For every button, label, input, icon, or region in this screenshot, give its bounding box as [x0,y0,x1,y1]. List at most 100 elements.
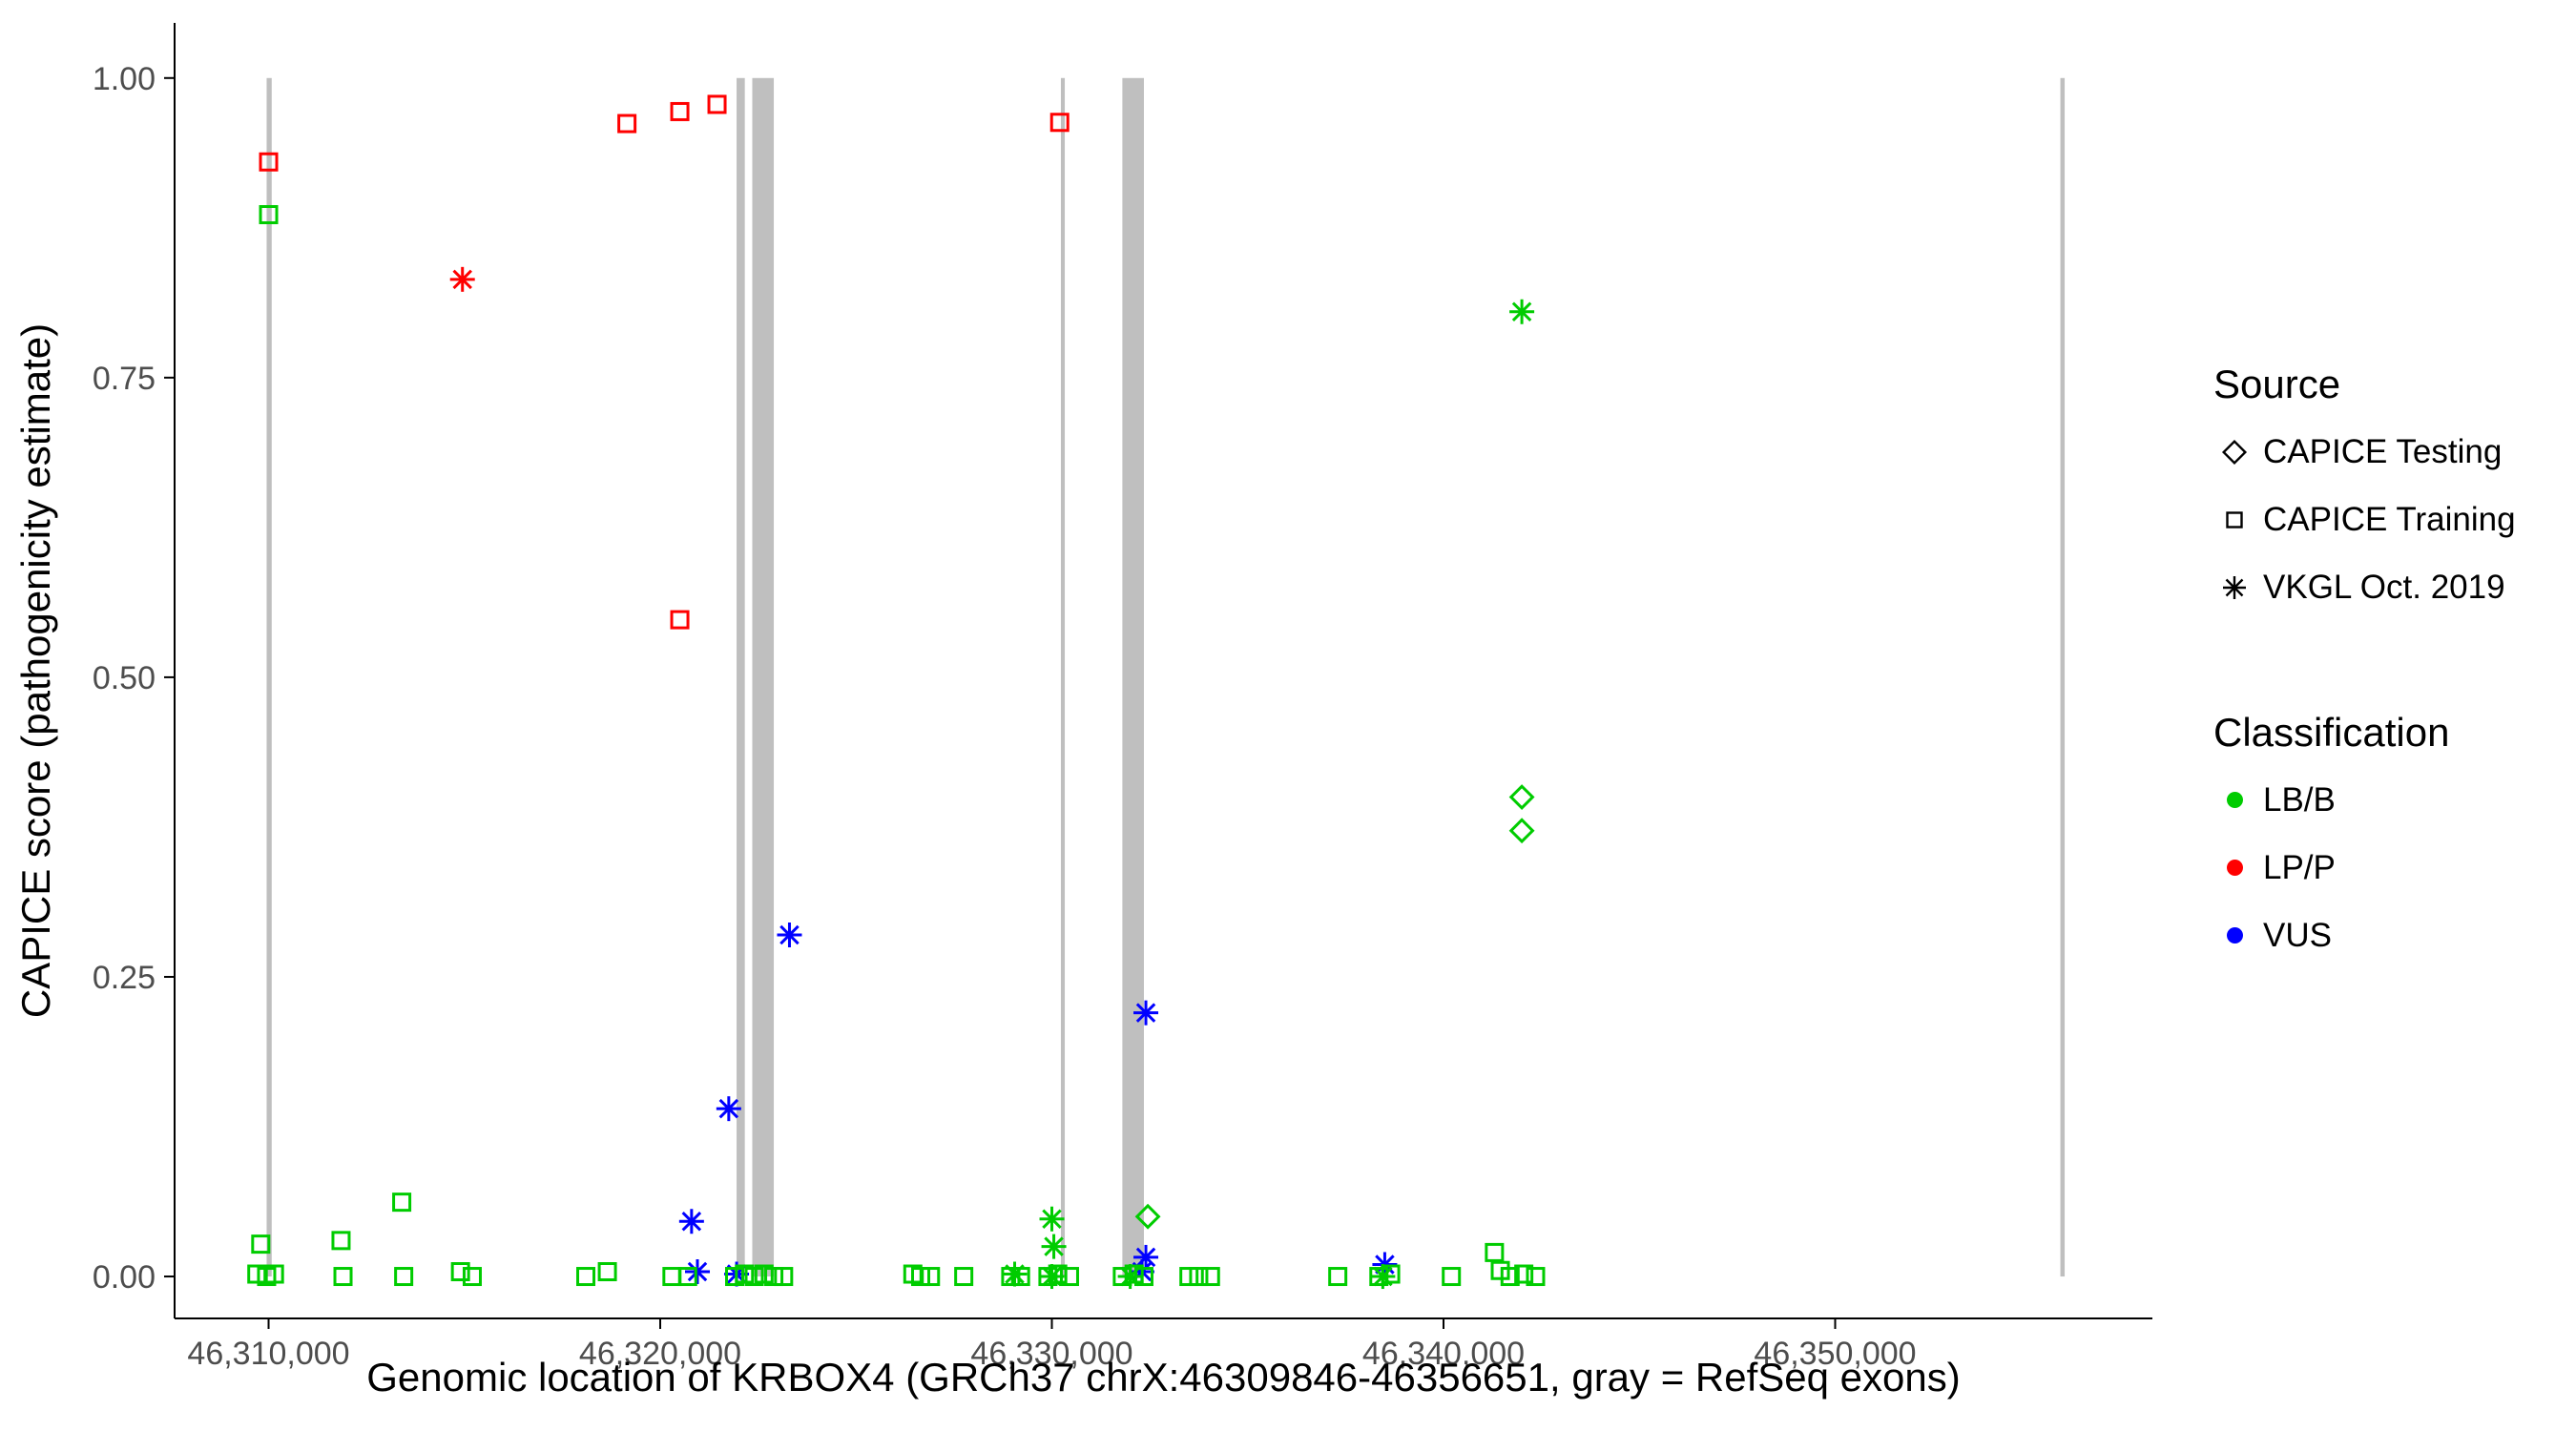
refseq-exon [2060,77,2066,1277]
data-point-square [1189,1267,1209,1287]
data-point-asterisk [1511,301,1532,322]
x-tick-label: 46,320,000 [579,1336,741,1372]
data-point-square [1526,1267,1546,1287]
diamond-icon [2213,436,2255,468]
data-point-square [677,1267,697,1287]
y-tick-label: 1.00 [93,61,156,97]
data-point-asterisk [1042,1266,1062,1287]
legend: Source CAPICE Testing CAPICE Training [2213,361,2566,969]
data-point-asterisk [779,924,800,945]
data-point-square [1048,1264,1068,1284]
data-point-square [1200,1267,1220,1287]
y-tick-label: 0.25 [93,960,156,996]
data-point-asterisk [1044,1236,1064,1256]
data-point-square [259,152,279,172]
data-point-square [744,1267,764,1287]
data-point-square [617,114,637,134]
data-point-diamond [1134,1203,1161,1230]
legend-source-title: Source [2213,362,2341,406]
data-point-asterisk [1135,1003,1156,1023]
lpp-color-dot-icon [2213,852,2255,884]
data-point-square [662,1267,682,1287]
data-point-asterisk [1042,1209,1062,1229]
legend-item-vus: VUS [2213,902,2566,969]
data-point-square [1124,1264,1144,1284]
data-point-asterisk [452,269,472,290]
legend-item-capice-training: CAPICE Training [2213,486,2566,553]
legend-label-lpp: LP/P [2263,848,2336,886]
legend-label-capice-testing: CAPICE Testing [2263,432,2503,470]
legend-label-vkgl: VKGL Oct. 2019 [2263,568,2505,606]
data-point-square [1328,1267,1348,1287]
refseq-exon [1122,77,1144,1277]
data-point-square [1010,1267,1030,1287]
data-point-square [921,1267,941,1287]
vus-color-dot-icon [2213,920,2255,952]
data-point-square [764,1267,784,1287]
data-point-square [394,1267,414,1287]
data-point-square [597,1262,617,1282]
legend-classification-title: Classification [2213,710,2450,755]
y-tick-label: 0.75 [93,361,156,397]
legend-item-lbb: LB/B [2213,766,2566,834]
data-point-asterisk [681,1211,702,1232]
data-point-square [1038,1267,1058,1287]
asterisk-icon [2213,571,2255,604]
data-point-square [670,101,690,121]
data-point-square [754,1264,774,1284]
data-point-square [462,1267,482,1287]
data-point-square [331,1231,351,1251]
data-point-square [1485,1242,1505,1262]
data-point-square [333,1267,353,1287]
data-point-square [725,1267,745,1287]
data-point-square [954,1267,974,1287]
data-point-asterisk [687,1261,708,1282]
refseq-exon [737,77,745,1277]
data-point-square [1442,1267,1462,1287]
data-point-square [576,1267,596,1287]
data-point-asterisk [1375,1255,1395,1275]
data-point-square [1381,1264,1401,1284]
data-point-square [1112,1267,1132,1287]
data-point-square [735,1264,755,1284]
y-tick-label: 0.00 [93,1259,156,1296]
data-point-asterisk [718,1098,739,1119]
x-axis-title: Genomic location of KRBOX4 (GRCh37 chrX:… [366,1355,1961,1400]
legend-item-lpp: LP/P [2213,834,2566,902]
data-point-square [1133,1267,1153,1287]
legend-label-vus: VUS [2263,916,2332,954]
x-tick-label: 46,330,000 [970,1336,1132,1372]
data-point-square [1514,1264,1534,1284]
legend-label-lbb: LB/B [2263,780,2336,819]
data-point-square [670,610,690,630]
y-axis-title: CAPICE score (pathogenicity estimate) [13,322,58,1019]
data-point-diamond [1508,784,1535,810]
data-point-square [251,1234,271,1255]
x-tick-label: 46,310,000 [187,1336,349,1372]
x-tick-label: 46,350,000 [1754,1336,1916,1372]
refseq-exon [752,77,775,1277]
data-point-square [774,1267,794,1287]
data-point-square [1059,1267,1079,1287]
square-icon [2213,504,2255,536]
data-point-asterisk [1135,1247,1156,1268]
data-point-diamond [1508,818,1535,844]
data-point-square [1049,113,1070,133]
data-point-square [1369,1267,1389,1287]
legend-item-vkgl: VKGL Oct. 2019 [2213,553,2566,621]
data-point-square [264,1264,284,1284]
data-point-square [1001,1267,1021,1287]
data-point-square [259,204,279,224]
x-tick-label: 46,340,000 [1362,1336,1525,1372]
data-point-square [392,1192,412,1213]
data-point-square [1490,1260,1510,1280]
legend-label-capice-training: CAPICE Training [2263,500,2516,538]
refseq-exon [266,77,272,1277]
data-point-square [910,1267,930,1287]
data-point-square [1179,1267,1199,1287]
data-point-square [1500,1267,1520,1287]
data-point-square [450,1262,470,1282]
lbb-color-dot-icon [2213,784,2255,817]
